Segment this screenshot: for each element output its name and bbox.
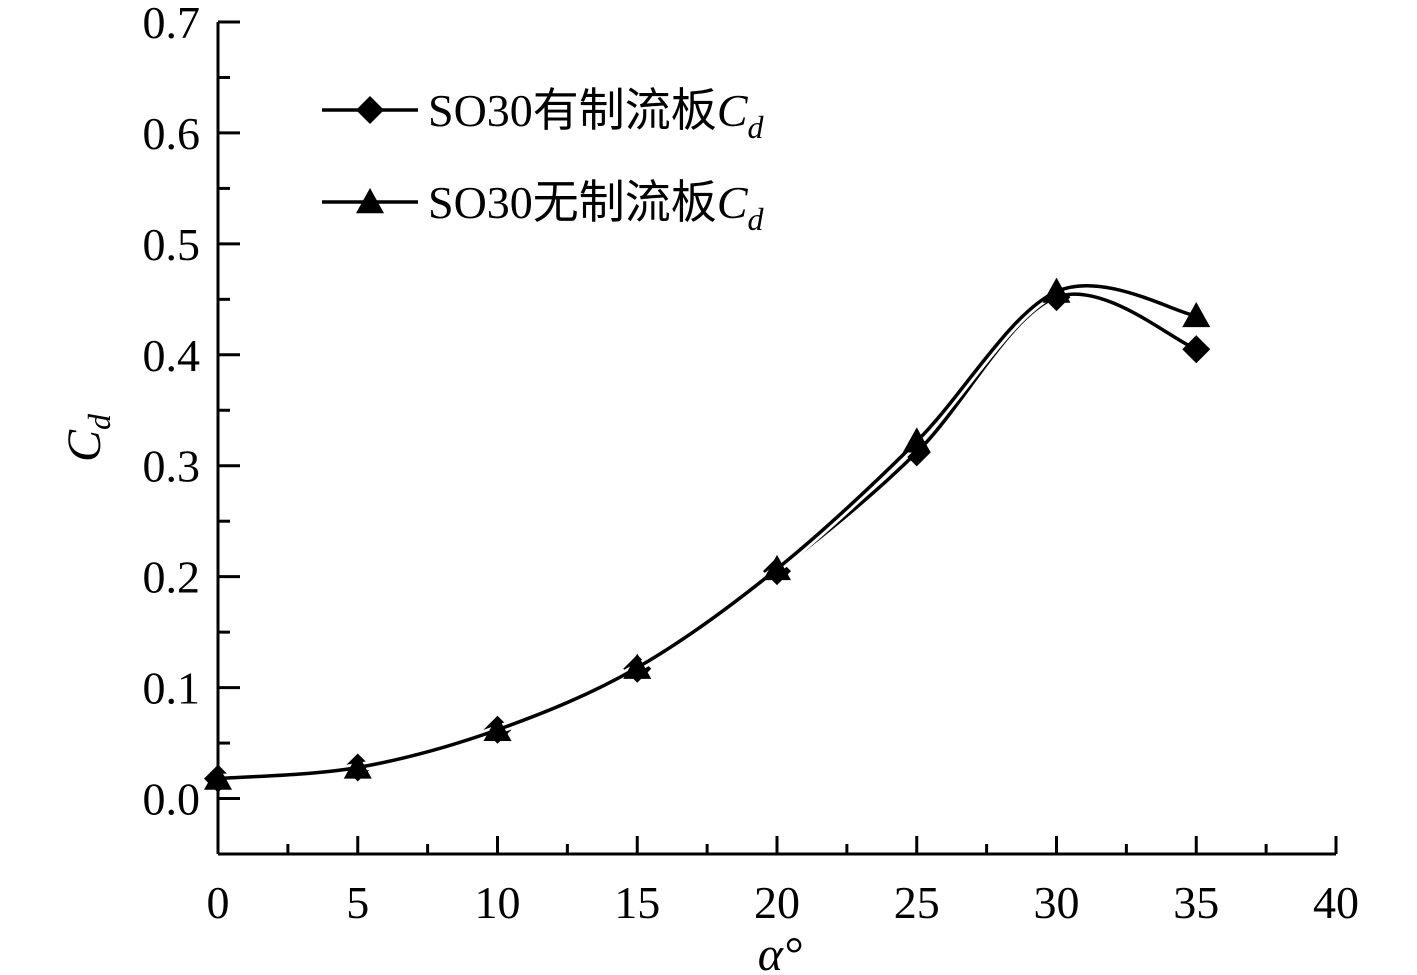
x-tick-label: 25 — [894, 877, 940, 928]
data-point-triangle — [763, 554, 791, 581]
data-point-triangle — [1042, 277, 1071, 303]
x-axis-label: α° — [758, 928, 802, 975]
x-tick-label: 40 — [1313, 877, 1359, 928]
data-point-triangle — [204, 764, 232, 790]
legend-label: SO30有制流板Cd — [428, 85, 765, 145]
data-point-triangle — [623, 653, 652, 679]
svg-text:Cd: Cd — [58, 413, 117, 462]
axes — [216, 22, 1336, 856]
legend-marker-triangle — [356, 188, 384, 214]
x-tick-label: 0 — [207, 877, 230, 928]
data-point-triangle — [1182, 301, 1211, 328]
x-tick-label: 20 — [754, 877, 800, 928]
y-axis-label-subscript: d — [81, 413, 117, 430]
data-point-diamond — [1182, 335, 1211, 364]
data-point-triangle — [343, 753, 372, 779]
series-line-halo — [217, 289, 1199, 784]
y-tick-label: 0.4 — [143, 330, 201, 381]
x-tick-label: 35 — [1173, 877, 1219, 928]
data-point-triangle — [483, 715, 512, 741]
y-tick-label: 0.6 — [143, 108, 201, 159]
y-axis-label-symbol: C — [58, 429, 111, 462]
y-tick-label: 0.1 — [143, 663, 201, 714]
data-point-triangle — [902, 427, 931, 453]
y-tick-label: 0.3 — [143, 441, 201, 492]
y-axis-label: Cd — [58, 413, 117, 462]
series-line-halo — [217, 281, 1198, 784]
legend-entry: SO30有制流板Cd — [322, 85, 765, 145]
y-tick-label: 0.0 — [143, 774, 201, 825]
y-axis-ticks: 0.0 0.1 0.2 0.3 0.4 0.5 0.6 0.7 — [143, 0, 240, 856]
x-tick-label: 30 — [1034, 877, 1080, 928]
legend-marker-diamond — [356, 96, 384, 124]
y-tick-label: 0.2 — [143, 552, 201, 603]
y-tick-label: 0.7 — [143, 0, 201, 48]
x-tick-label: 10 — [475, 877, 521, 928]
legend: SO30有制流板Cd SO30无制流板Cd — [322, 85, 765, 237]
series-line — [217, 292, 1197, 781]
y-tick-label: 0.5 — [143, 219, 201, 270]
x-tick-label: 5 — [346, 877, 369, 928]
x-axis-ticks: 0 5 10 15 20 25 30 35 40 — [207, 836, 1359, 928]
x-tick-label: 15 — [614, 877, 660, 928]
series-line — [217, 284, 1197, 781]
series-triangle — [204, 277, 1211, 790]
legend-label: SO30无制流板Cd — [428, 177, 765, 237]
series-diamond — [204, 283, 1211, 793]
series-layer — [204, 277, 1211, 793]
legend-entry: SO30无制流板Cd — [322, 177, 765, 237]
